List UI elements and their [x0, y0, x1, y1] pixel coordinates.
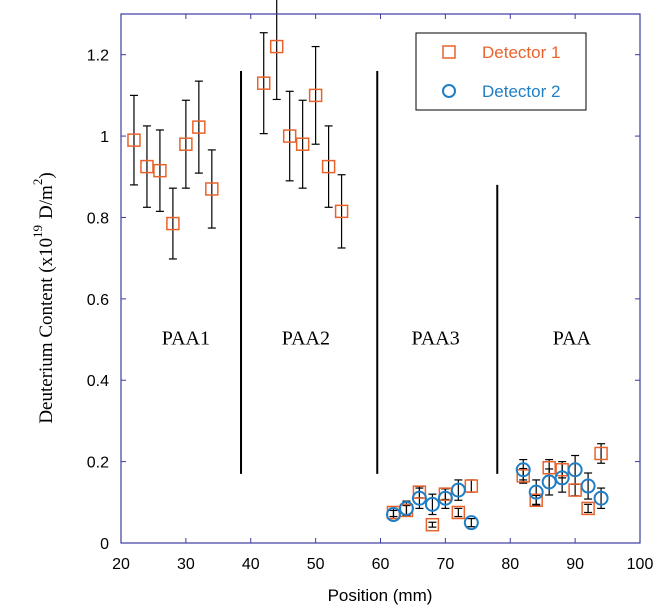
detector-2-marker: [450, 482, 466, 498]
detector-1-marker: [179, 137, 193, 151]
y-axis-title-suffix: ): [36, 172, 57, 178]
detector-2-marker: [541, 474, 557, 490]
x-tick-label: 60: [372, 556, 390, 573]
y-axis-title-prefix: Deuterium Content (x10: [36, 238, 57, 424]
legend-label: Detector 1: [482, 43, 560, 62]
detector-2-marker: [411, 490, 427, 506]
y-tick-label: 0.2: [87, 455, 109, 472]
x-axis-title: Position (mm): [328, 586, 433, 605]
detector-1-marker: [308, 88, 323, 103]
detector-1-marker: [256, 76, 271, 90]
detector-2-marker: [528, 484, 544, 500]
detector-1-marker: [295, 137, 310, 151]
detector-1-marker: [153, 163, 167, 178]
x-tick-label: 40: [242, 556, 260, 573]
detector-1-marker: [594, 446, 608, 461]
x-tick-label: 80: [501, 556, 519, 573]
x-tick-label: 90: [566, 556, 584, 573]
detector-2-marker: [424, 496, 440, 512]
detector-2-marker: [398, 500, 414, 516]
region-labels: PAA1 PAA2 PAA3 PAA: [162, 328, 592, 350]
region-label: PAA3: [412, 328, 460, 350]
detector-1-marker: [451, 505, 466, 520]
legend-marker-square: [442, 45, 456, 59]
y-axis-title: Deuterium Content (x1019 D/m2): [30, 172, 57, 423]
detector-2-marker: [515, 462, 531, 478]
detector-1-marker: [282, 129, 297, 143]
detector-1-marker: [192, 120, 206, 134]
detector-1-marker: [140, 159, 154, 174]
detector-2-marker: [580, 478, 596, 494]
detector-1-marker: [425, 517, 440, 532]
legend-box: [415, 32, 587, 111]
y-axis-title-unit: D/m: [36, 185, 57, 219]
y-tick-label: 1: [100, 129, 109, 146]
detector-1-marker: [166, 216, 180, 231]
detector-2-marker: [567, 462, 583, 478]
svg-text:Deuterium Content (x1019D/m2): Deuterium Content (x1019 D/m2): [30, 172, 57, 423]
detector-1-marker: [321, 159, 336, 174]
y-tick-label: 0.6: [87, 292, 109, 309]
error-bars: [129, 0, 606, 528]
x-tick-label: 20: [112, 556, 130, 573]
detector-2-marker: [385, 507, 401, 523]
axis-ticks: 20 30 40 50 60 70 80 90 100 0 0.2 0.4 0.6 0.8 1 1.2: [87, 14, 654, 573]
detector-2-marker: [463, 515, 479, 531]
data-markers: [127, 39, 609, 532]
legend-marker-circle: [442, 84, 456, 98]
detector-1-marker: [529, 493, 543, 508]
detector-1-marker: [542, 460, 556, 475]
x-tick-label: 70: [436, 556, 454, 573]
legend: Detector 1 Detector 2: [415, 32, 587, 111]
y-tick-label: 1.2: [87, 48, 109, 65]
y-tick-label: 0.4: [87, 373, 109, 390]
y-tick-label: 0.8: [87, 210, 109, 227]
detector-1-marker: [568, 483, 582, 497]
detector-1-marker: [269, 39, 284, 54]
legend-label: Detector 2: [482, 82, 560, 101]
y-axis-title-exponent: 19: [30, 225, 45, 238]
region-label: PAA2: [282, 328, 330, 350]
region-label: PAA: [553, 328, 592, 350]
detector-1-marker: [516, 469, 530, 483]
detector-1-marker: [334, 204, 349, 219]
detector-2-marker: [437, 490, 453, 506]
x-tick-label: 50: [307, 556, 325, 573]
detector-2-marker: [554, 470, 570, 486]
region-label: PAA1: [162, 328, 210, 350]
detector-1-marker: [464, 479, 479, 493]
detector-1-marker: [412, 485, 427, 499]
x-tick-label: 100: [627, 556, 654, 573]
y-axis-title-unit-exponent: 2: [30, 179, 45, 186]
detector-1-marker: [205, 182, 219, 196]
detector-1-marker: [581, 501, 595, 516]
detector-2-marker: [593, 490, 609, 506]
region-dividers: [240, 70, 499, 474]
detector-1-marker: [127, 133, 141, 147]
y-tick-label: 0: [100, 536, 109, 553]
x-tick-label: 30: [177, 556, 195, 573]
